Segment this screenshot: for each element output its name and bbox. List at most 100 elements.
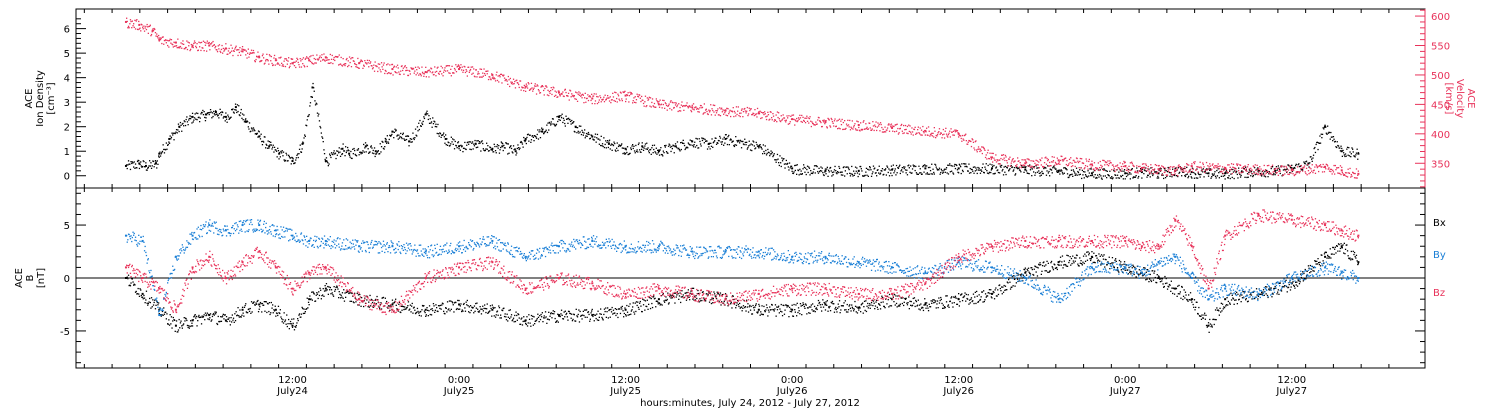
velocity-series-dot [1016, 163, 1018, 166]
density-series-dot [247, 126, 249, 128]
density-series-dot [497, 147, 499, 149]
velocity-series-dot [299, 58, 301, 60]
velocity-series-dot [865, 123, 867, 125]
velocity-series-dot [1154, 168, 1156, 170]
velocity-series-dot [1020, 164, 1022, 166]
velocity-series-dot [760, 111, 762, 113]
density-series-dot [367, 148, 369, 150]
density-series-dot [1119, 169, 1121, 171]
bx-series-dot [448, 300, 451, 302]
density-series-dot [929, 170, 932, 172]
velocity-series-dot [469, 70, 471, 72]
velocity-series-dot [1037, 164, 1039, 166]
velocity-series-dot [788, 115, 790, 117]
density-series-dot [1120, 176, 1122, 178]
velocity-series-dot [1033, 167, 1035, 169]
velocity-series-dot [577, 93, 579, 95]
bx-series-dot [283, 312, 285, 314]
density-series-dot [920, 172, 922, 174]
bx-series-dot [432, 303, 435, 305]
density-series-dot [410, 141, 412, 143]
velocity-series-dot [723, 110, 725, 112]
density-series-dot [1198, 174, 1201, 176]
bx-series-dot [578, 321, 581, 323]
velocity-series-dot [705, 108, 707, 110]
density-series-dot [202, 109, 204, 112]
velocity-series-dot [410, 67, 412, 69]
density-series-dot [1107, 174, 1110, 176]
bx-series-dot [221, 316, 223, 318]
velocity-series-dot [285, 58, 287, 60]
velocity-series-dot [803, 120, 805, 122]
bx-series-dot [154, 299, 156, 301]
density-series-dot [970, 172, 972, 174]
velocity-series-dot [295, 66, 297, 69]
bx-series-dot [510, 316, 512, 318]
bx-series-dot [634, 302, 636, 304]
density-series-dot [871, 173, 873, 175]
density-series-dot [709, 148, 711, 150]
velocity-series-dot [288, 57, 290, 59]
density-series-dot [254, 133, 256, 135]
bx-series-dot [278, 312, 280, 314]
velocity-series-dot [939, 133, 941, 135]
velocity-series-dot [293, 65, 296, 67]
density-series-dot [904, 169, 907, 171]
velocity-series-dot [844, 128, 846, 130]
velocity-series-dot [696, 108, 698, 110]
density-series-dot [1274, 174, 1276, 176]
velocity-series-dot [335, 56, 337, 58]
velocity-series-dot [1293, 169, 1295, 171]
velocity-series-dot [895, 124, 897, 126]
velocity-series-dot [158, 40, 160, 42]
velocity-series-dot [807, 117, 809, 119]
velocity-series-dot [528, 83, 530, 85]
velocity-series-dot [443, 71, 445, 73]
velocity-series-dot [271, 62, 273, 65]
density-series-dot [932, 168, 934, 170]
velocity-series-dot [1325, 168, 1327, 170]
velocity-series-dot [553, 95, 556, 97]
density-series-dot [612, 143, 614, 146]
velocity-series-dot [1168, 170, 1170, 173]
density-series-dot [617, 145, 620, 148]
velocity-series-dot [359, 60, 362, 63]
density-series-dot [593, 139, 595, 141]
velocity-series-dot [1246, 166, 1249, 168]
density-series-dot [543, 133, 545, 135]
velocity-series-dot [955, 129, 957, 131]
velocity-series-dot [1319, 165, 1321, 167]
density-series-dot [605, 140, 607, 142]
velocity-series-dot [466, 75, 468, 77]
bx-series-dot [580, 315, 582, 317]
bx-series-dot [352, 301, 354, 303]
bx-series-dot [541, 316, 543, 318]
velocity-series-dot [1203, 166, 1205, 168]
velocity-series-dot [394, 71, 396, 73]
velocity-series-dot [610, 102, 612, 104]
velocity-series-dot [672, 102, 674, 104]
velocity-series-dot [1225, 168, 1228, 170]
bx-series-dot [139, 288, 141, 290]
velocity-series-dot [142, 26, 144, 28]
density-series-dot [1091, 174, 1094, 176]
velocity-series-dot [330, 62, 332, 64]
density-series-dot [1348, 147, 1350, 149]
velocity-series-dot [1291, 168, 1293, 170]
density-series-dot [224, 116, 226, 118]
bx-series-dot [193, 316, 195, 318]
density-series-dot [979, 169, 981, 171]
bx-series-dot [395, 298, 397, 300]
velocity-series-dot [1178, 164, 1180, 166]
velocity-series-dot [582, 93, 584, 95]
density-series-point [1090, 172, 1093, 175]
velocity-series-dot [859, 130, 861, 132]
velocity-series-dot [715, 112, 718, 114]
bx-series-dot [129, 285, 132, 287]
velocity-series-point [557, 91, 560, 94]
density-series-dot [283, 159, 285, 161]
velocity-series-dot [679, 106, 681, 109]
density-series-dot [1248, 171, 1250, 173]
velocity-series-dot [204, 41, 206, 43]
bx-series-dot [584, 309, 586, 311]
